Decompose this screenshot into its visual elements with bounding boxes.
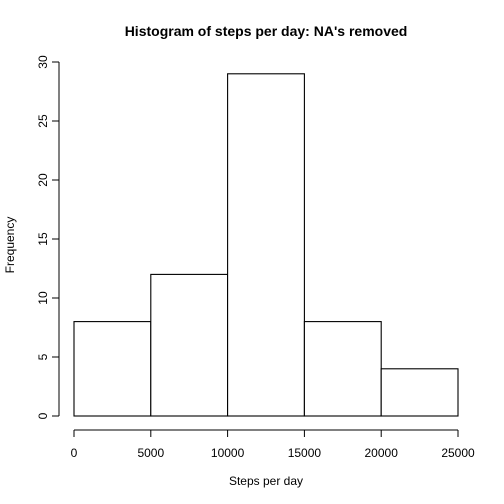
y-tick-label: 25 — [36, 114, 50, 128]
y-tick-label: 30 — [36, 55, 50, 69]
x-tick-label: 15000 — [288, 446, 322, 460]
x-tick-label: 0 — [71, 446, 78, 460]
histogram-bar — [150, 273, 229, 417]
x-tick-label: 10000 — [211, 446, 245, 460]
y-axis-label: Frequency — [3, 217, 17, 274]
x-axis: 0 5000 10000 15000 20000 25000 — [71, 429, 475, 460]
histogram-bar — [303, 321, 382, 417]
y-tick-label: 5 — [36, 353, 50, 360]
x-tick-label: 20000 — [365, 446, 399, 460]
y-axis: 0 5 10 15 20 25 30 — [36, 55, 60, 419]
y-tick-label: 10 — [36, 291, 50, 305]
x-tick-label: 5000 — [137, 446, 164, 460]
y-tick-label: 0 — [36, 412, 50, 419]
bars-group — [73, 73, 459, 417]
x-tick-label: 25000 — [441, 446, 475, 460]
y-tick-label: 20 — [36, 173, 50, 187]
x-axis-label: Steps per day — [229, 474, 303, 488]
histogram-bar — [380, 368, 459, 417]
histogram-bar — [73, 321, 152, 417]
y-tick-label: 15 — [36, 232, 50, 246]
histogram-bar — [227, 73, 305, 417]
chart-title: Histogram of steps per day: NA's removed — [125, 23, 408, 39]
